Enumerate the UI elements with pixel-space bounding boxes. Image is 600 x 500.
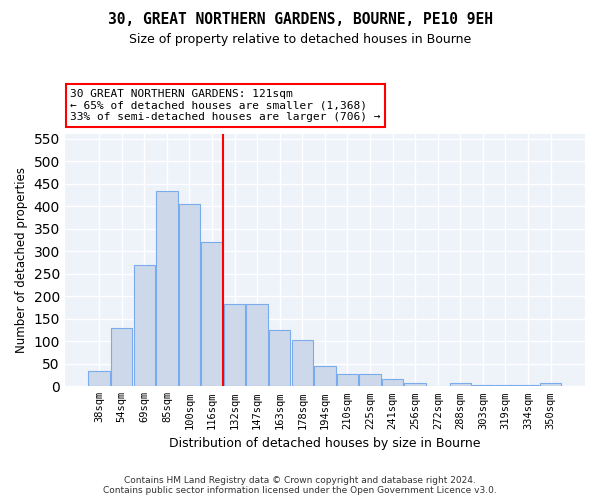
X-axis label: Distribution of detached houses by size in Bourne: Distribution of detached houses by size … bbox=[169, 437, 481, 450]
Bar bbox=[382, 378, 403, 386]
Text: Contains HM Land Registry data © Crown copyright and database right 2024.
Contai: Contains HM Land Registry data © Crown c… bbox=[103, 476, 497, 495]
Bar bbox=[179, 204, 200, 386]
Bar bbox=[156, 190, 178, 386]
Bar bbox=[337, 374, 358, 386]
Bar bbox=[134, 265, 155, 386]
Bar bbox=[111, 328, 133, 386]
Bar bbox=[517, 385, 539, 386]
Bar bbox=[247, 304, 268, 386]
Bar bbox=[359, 374, 381, 386]
Bar bbox=[540, 383, 562, 386]
Bar bbox=[292, 340, 313, 386]
Bar bbox=[314, 366, 335, 386]
Y-axis label: Number of detached properties: Number of detached properties bbox=[15, 168, 28, 354]
Bar bbox=[269, 330, 290, 386]
Bar bbox=[495, 385, 516, 386]
Text: Size of property relative to detached houses in Bourne: Size of property relative to detached ho… bbox=[129, 32, 471, 46]
Bar bbox=[404, 383, 426, 386]
Bar bbox=[472, 385, 494, 386]
Bar bbox=[449, 382, 471, 386]
Bar bbox=[224, 304, 245, 386]
Text: 30, GREAT NORTHERN GARDENS, BOURNE, PE10 9EH: 30, GREAT NORTHERN GARDENS, BOURNE, PE10… bbox=[107, 12, 493, 28]
Bar bbox=[88, 370, 110, 386]
Text: 30 GREAT NORTHERN GARDENS: 121sqm
← 65% of detached houses are smaller (1,368)
3: 30 GREAT NORTHERN GARDENS: 121sqm ← 65% … bbox=[70, 89, 380, 122]
Bar bbox=[202, 242, 223, 386]
